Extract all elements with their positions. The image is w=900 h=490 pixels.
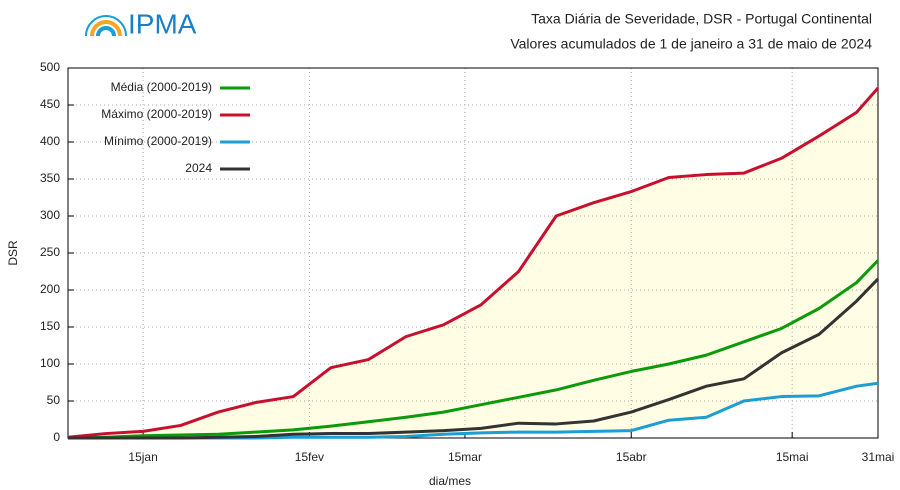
plot-frame: [67, 67, 879, 439]
series-line: [68, 277, 880, 440]
y-tick-label: 350: [40, 171, 60, 185]
series-line: [67, 86, 880, 439]
chart-subtitle: Valores acumulados de 1 de janeiro a 31 …: [510, 36, 872, 52]
y-tick-label: 50: [47, 393, 61, 407]
y-tick-label: 0: [53, 430, 60, 444]
x-axis-label: dia/mes: [429, 474, 471, 488]
x-tick-label: 15fev: [295, 450, 324, 464]
legend-label: Mínimo (2000-2019): [104, 134, 212, 148]
y-tick-label: 450: [40, 97, 60, 111]
legend-label: Máximo (2000-2019): [101, 107, 212, 121]
legend-label: Média (2000-2019): [111, 80, 212, 94]
range-fill: [68, 87, 878, 438]
y-tick-label: 250: [40, 245, 60, 259]
y-tick-label: 400: [40, 134, 60, 148]
y-axis-label: DSR: [6, 240, 20, 266]
y-tick-label: 150: [40, 319, 60, 333]
y-tick-label: 200: [40, 282, 60, 296]
series-line: [67, 259, 880, 440]
logo-text: IPMA: [128, 8, 197, 39]
x-tick-label: 15mai: [776, 450, 809, 464]
x-tick-label: 15mar: [448, 450, 482, 464]
y-tick-label: 500: [40, 60, 60, 74]
chart-title: Taxa Diária de Severidade, DSR - Portuga…: [531, 11, 872, 27]
legend-label: 2024: [185, 161, 212, 175]
x-tick-label: 15abr: [616, 450, 647, 464]
x-tick-label: 31mai: [862, 450, 895, 464]
y-tick-label: 300: [40, 208, 60, 222]
logo-icon: [85, 15, 127, 37]
x-tick-label: 15jan: [128, 450, 157, 464]
y-tick-label: 100: [40, 356, 60, 370]
